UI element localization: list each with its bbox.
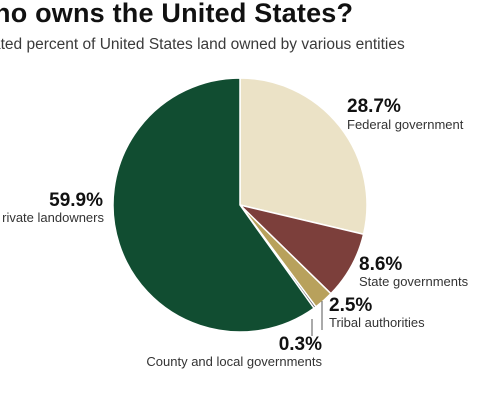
slice-label-county: County and local governments	[146, 354, 322, 369]
pie-slices	[112, 77, 368, 333]
pct-label-county: 0.3%	[279, 334, 322, 355]
slice-label-state: State governments	[359, 274, 469, 289]
pie-slice-rivate-landowners	[112, 77, 315, 333]
pct-label-private: 59.9%	[49, 190, 103, 211]
chart-title: ho owns the United States?	[0, 0, 354, 28]
slice-label-federal: Federal government	[347, 117, 464, 132]
slice-label-tribal: Tribal authorities	[329, 315, 425, 330]
pct-label-federal: 28.7%	[347, 96, 401, 117]
slice-label-private: rivate landowners	[2, 210, 104, 225]
pie-slice-federal-government	[239, 77, 368, 236]
pct-label-tribal: 2.5%	[329, 295, 372, 316]
chart-subtitle: ated percent of United States land owned…	[0, 36, 405, 53]
pct-label-state: 8.6%	[359, 254, 402, 275]
